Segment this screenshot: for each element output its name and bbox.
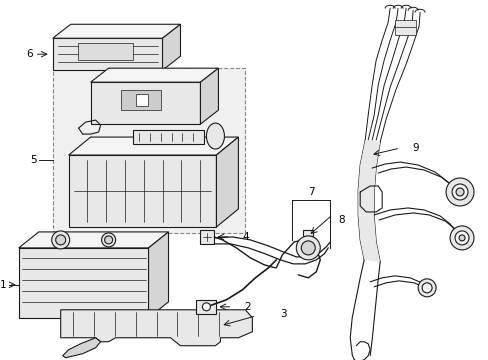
Polygon shape	[68, 155, 216, 227]
Polygon shape	[358, 190, 373, 217]
Polygon shape	[121, 90, 160, 110]
Polygon shape	[19, 248, 148, 318]
Text: 1: 1	[0, 280, 7, 290]
Polygon shape	[394, 20, 415, 35]
Polygon shape	[148, 232, 168, 318]
Circle shape	[445, 178, 473, 206]
Circle shape	[52, 231, 69, 249]
Text: 6: 6	[26, 49, 33, 59]
Polygon shape	[78, 43, 132, 60]
Text: 4: 4	[242, 232, 248, 242]
Circle shape	[202, 303, 210, 311]
Ellipse shape	[206, 123, 224, 149]
Polygon shape	[53, 24, 180, 38]
Bar	[53, 68, 245, 233]
Polygon shape	[358, 215, 375, 242]
Circle shape	[455, 188, 463, 196]
Polygon shape	[19, 232, 168, 248]
Text: 5: 5	[30, 155, 37, 165]
Polygon shape	[90, 68, 218, 82]
Polygon shape	[62, 338, 101, 358]
Polygon shape	[90, 82, 200, 124]
Polygon shape	[132, 130, 204, 144]
Circle shape	[421, 283, 431, 293]
Polygon shape	[216, 137, 238, 227]
Polygon shape	[358, 165, 375, 192]
Polygon shape	[360, 240, 379, 262]
Circle shape	[454, 231, 468, 245]
Polygon shape	[68, 137, 238, 155]
Polygon shape	[360, 140, 379, 167]
Polygon shape	[303, 230, 313, 236]
Polygon shape	[200, 68, 218, 124]
Circle shape	[417, 279, 435, 297]
Circle shape	[296, 236, 320, 260]
Text: 8: 8	[338, 215, 344, 225]
Polygon shape	[200, 230, 214, 244]
Text: 3: 3	[280, 309, 286, 319]
Circle shape	[451, 184, 467, 200]
Polygon shape	[196, 300, 216, 314]
Circle shape	[449, 226, 473, 250]
Circle shape	[102, 233, 115, 247]
Polygon shape	[53, 38, 162, 70]
Circle shape	[301, 241, 315, 255]
Circle shape	[56, 235, 65, 245]
Polygon shape	[135, 94, 147, 106]
Polygon shape	[162, 24, 180, 70]
Circle shape	[104, 236, 112, 244]
Polygon shape	[61, 310, 252, 346]
Circle shape	[458, 235, 464, 241]
Text: 2: 2	[244, 302, 250, 312]
Text: 9: 9	[411, 143, 418, 153]
Text: 7: 7	[307, 187, 314, 197]
